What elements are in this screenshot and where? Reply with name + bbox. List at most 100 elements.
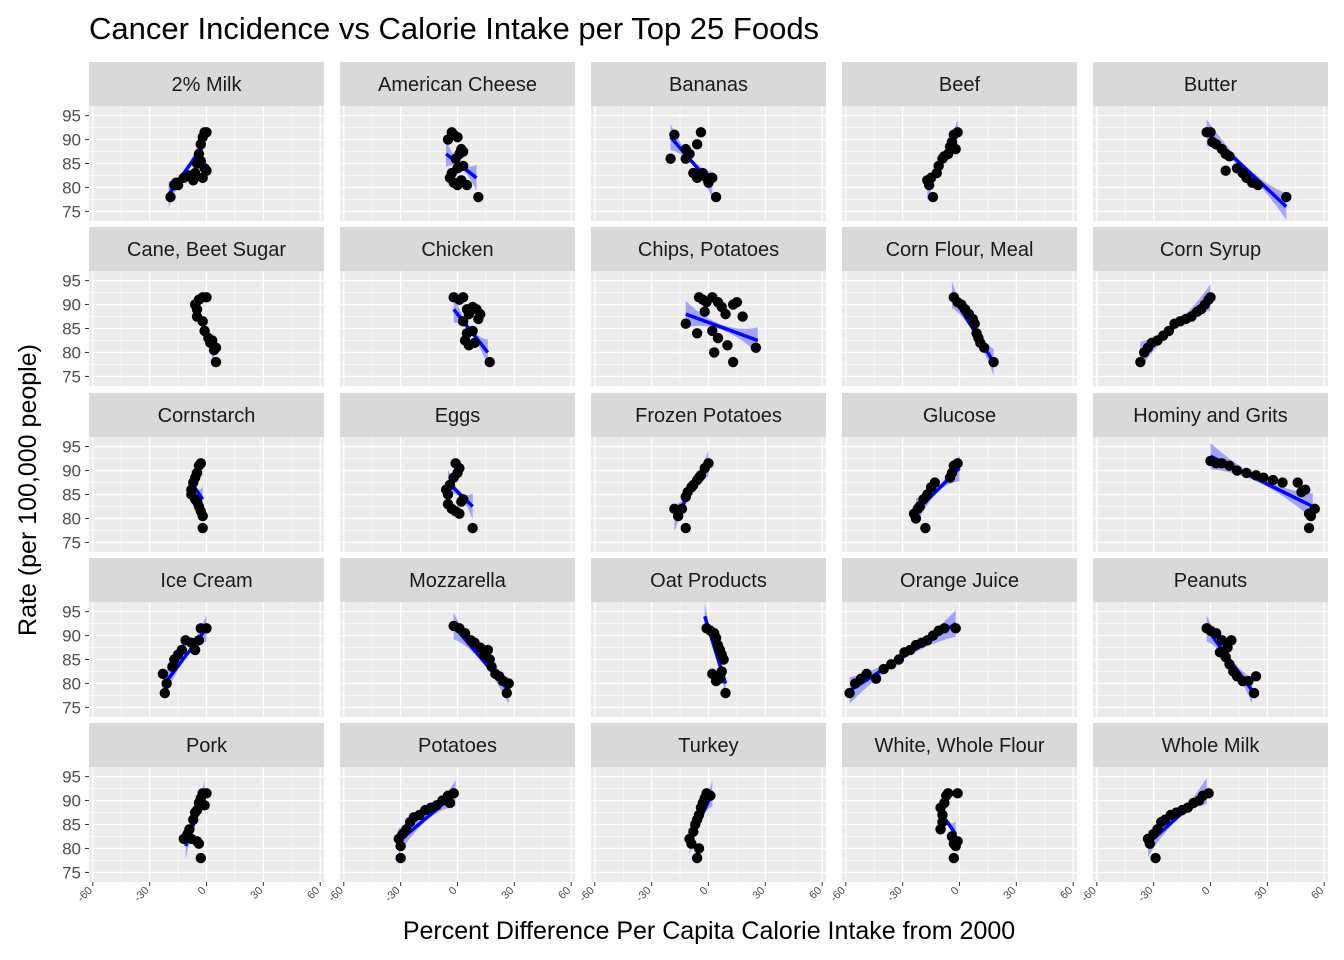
data-point (452, 131, 463, 143)
facet-beef: Beef (842, 62, 1077, 221)
facet-strip (1093, 393, 1328, 437)
y-axis-title: Rate (per 100,000 people) (14, 344, 42, 636)
fit-line (685, 312, 759, 343)
data-point (461, 179, 473, 191)
data-point (197, 510, 208, 522)
data-point (939, 623, 950, 634)
data-point (450, 153, 461, 164)
facet-strip-label: Peanuts (1174, 570, 1247, 592)
data-point (475, 308, 486, 320)
facet-strip-label: Chips, Potatoes (638, 239, 779, 261)
x-tick-label: 60 (305, 885, 322, 902)
facet-strip (1093, 227, 1328, 271)
data-point (195, 458, 207, 469)
data-point (444, 797, 456, 809)
data-point (457, 316, 469, 327)
data-point (201, 623, 212, 634)
facet-strip-label: Cane, Beet Sugar (127, 239, 286, 261)
data-point (707, 172, 718, 184)
facet-strip (842, 558, 1077, 602)
facet-cornstarch: Cornstarch 75 80 85 90 95 (62, 393, 324, 552)
x-tick-label: 0 (196, 885, 209, 898)
data-point (948, 852, 960, 864)
y-tick-label: 75 (62, 367, 81, 386)
facet-strip-label: Cornstarch (158, 405, 256, 427)
data-point (1300, 484, 1311, 495)
data-point (952, 836, 963, 847)
facet-strip-label: Beef (939, 74, 981, 96)
facet-strip (340, 558, 575, 602)
data-point (927, 191, 939, 203)
facet-strip (89, 723, 324, 767)
data-point (448, 788, 459, 799)
facet-eggs: Eggs (340, 393, 575, 552)
data-point (1135, 356, 1146, 368)
y-tick-label: 85 (62, 155, 81, 174)
data-point (457, 494, 469, 505)
x-tick-label: 60 (556, 885, 573, 902)
data-point (484, 356, 495, 368)
data-point (503, 678, 514, 689)
data-point (201, 165, 212, 176)
data-point (1281, 191, 1292, 203)
data-point (1241, 467, 1252, 479)
facet-bananas: Bananas (591, 62, 826, 221)
facet-strip-label: Potatoes (418, 735, 497, 757)
x-tick-label: 60 (1058, 885, 1075, 902)
data-point (750, 342, 762, 353)
x-tick-label: -60 (75, 885, 95, 905)
data-point (705, 790, 716, 801)
facet-chicken: Chicken (340, 227, 575, 386)
data-point (942, 788, 954, 799)
data-point (699, 306, 710, 317)
facet-hominy-and-grits: Hominy and Grits (1093, 393, 1328, 552)
x-tick-label: -60 (828, 885, 848, 905)
data-point (1292, 477, 1303, 488)
facet-strip-label: Corn Syrup (1160, 239, 1261, 261)
facet-strip-label: Mozzarella (409, 570, 507, 592)
data-point (978, 342, 990, 353)
data-point (184, 824, 195, 835)
data-point (1203, 788, 1214, 799)
data-point (1250, 671, 1262, 682)
x-tick-label: -60 (577, 885, 597, 905)
y-tick-label: 85 (62, 486, 81, 505)
data-point (201, 788, 212, 799)
data-point (161, 678, 172, 689)
facet-butter: Butter (1093, 62, 1328, 221)
data-point (680, 153, 691, 164)
data-point (176, 644, 188, 656)
data-point (469, 337, 480, 349)
data-point (473, 191, 484, 203)
data-point (157, 668, 169, 680)
data-point (172, 179, 184, 191)
y-tick-label: 85 (62, 320, 81, 339)
y-tick-label: 80 (62, 343, 81, 362)
data-point (720, 687, 731, 699)
facet-strip-label: Bananas (669, 74, 748, 96)
y-tick-label: 90 (62, 627, 81, 646)
data-point (691, 328, 703, 339)
data-point (708, 347, 720, 358)
data-point (1258, 472, 1269, 483)
data-point (969, 318, 980, 329)
y-tick-label: 90 (62, 792, 81, 811)
y-tick-label: 95 (62, 438, 81, 457)
facet-strip-label: Hominy and Grits (1133, 405, 1288, 427)
facet-strip (842, 723, 1077, 767)
x-tick-label: -30 (885, 885, 905, 905)
x-tick-label: -30 (132, 885, 152, 905)
data-point (1252, 179, 1264, 191)
facet-chips-potatoes: Chips, Potatoes (591, 227, 826, 386)
y-tick-label: 85 (62, 651, 81, 670)
data-point (950, 143, 961, 155)
data-point (195, 852, 207, 864)
facet-strip (842, 393, 1077, 437)
facet-strip (340, 227, 575, 271)
data-point (454, 508, 465, 519)
data-point (189, 644, 201, 656)
data-point (501, 687, 512, 699)
data-point (693, 843, 705, 854)
y-tick-label: 90 (62, 296, 81, 315)
x-tick-label: 0 (1200, 885, 1213, 898)
